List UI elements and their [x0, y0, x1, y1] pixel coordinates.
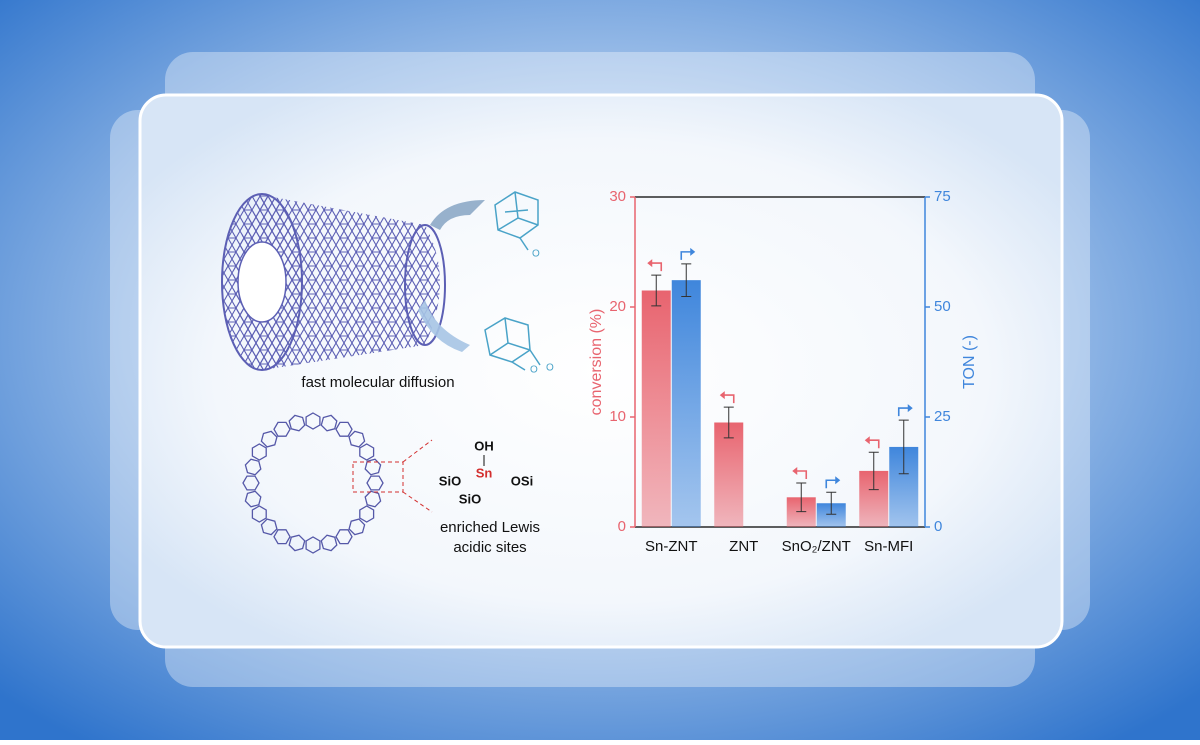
- axis-hint-arrow: [897, 407, 910, 417]
- ring-cell: [364, 490, 382, 508]
- y-tick-label: 0: [618, 518, 626, 535]
- axis-hint-arrowhead: [690, 247, 696, 256]
- ring-caption: enriched Lewis: [440, 519, 540, 536]
- axis-hint-arrowhead: [835, 476, 841, 485]
- y2-tick-label: 0: [934, 518, 942, 535]
- axis-hint-arrow: [795, 470, 808, 479]
- ring-cell: [273, 529, 291, 545]
- error-bar: [796, 482, 807, 513]
- ring-cell: [244, 458, 262, 476]
- error-bar: [723, 406, 734, 439]
- y-tick-label: 10: [609, 408, 626, 425]
- ring-cell: [273, 421, 291, 437]
- ring-cell: [335, 529, 353, 545]
- y2-axis-label: TON (-): [961, 335, 978, 389]
- ring-cell: [260, 430, 278, 448]
- axis-hint-arrowhead: [792, 467, 798, 475]
- ring-cell: [251, 443, 267, 461]
- site-atom: SiO: [439, 473, 461, 488]
- y2-tick-label: 25: [934, 408, 951, 425]
- chart: 0 10 20 30 0 25 50 75 conversion (%) TON (-) Sn-ZN…: [588, 188, 978, 555]
- site-atom: SiO: [459, 491, 481, 506]
- x-tick-label: Sn-ZNT: [645, 538, 698, 555]
- axis-hint-arrowhead: [864, 436, 870, 445]
- axis-hint-arrow: [825, 479, 838, 489]
- y-axis-label: conversion (%): [588, 309, 605, 416]
- bar: [816, 503, 846, 527]
- tube-caption: fast molecular diffusion: [301, 374, 454, 391]
- ring-cell: [320, 534, 338, 552]
- y2-tick-label: 75: [934, 188, 951, 205]
- ring-cell: [260, 518, 278, 536]
- ring-cell: [305, 412, 321, 430]
- error-bar: [826, 491, 837, 515]
- ring-cell: [359, 443, 375, 461]
- atom-label: O: [530, 365, 538, 376]
- y-tick-label: 20: [609, 298, 626, 315]
- ring-cell: [244, 490, 262, 508]
- axis-hint-arrow: [650, 262, 663, 272]
- site-atom: OSi: [511, 473, 533, 488]
- nanotube: [221, 193, 485, 371]
- ring-cell: [288, 534, 306, 552]
- highlight-box: [352, 461, 404, 493]
- ring-cell: [305, 536, 321, 554]
- x-tick-label: SnO₂/ZNT: [782, 538, 851, 555]
- ring-cell: [366, 475, 384, 491]
- atom-label: O: [532, 249, 540, 260]
- ring-cell: [359, 505, 375, 523]
- ring-cell: [348, 430, 366, 448]
- axis-hint-arrow: [867, 439, 880, 449]
- site-atom: OH: [474, 438, 494, 453]
- axis-hint-arrowhead: [907, 404, 913, 413]
- zoom-lines: [402, 439, 433, 513]
- site-structure: OH Sn SiO OSi SiO: [439, 438, 533, 506]
- zeolite-ring: [242, 412, 384, 554]
- bar: [641, 290, 671, 527]
- error-bar: [651, 274, 662, 307]
- axis-hint-arrowhead: [647, 259, 653, 268]
- error-bar: [681, 263, 692, 297]
- ring-cell: [364, 458, 382, 476]
- ring-cell: [320, 414, 338, 432]
- ring-cell: [348, 518, 366, 536]
- ring-caption: acidic sites: [453, 539, 526, 556]
- site-atom: Sn: [476, 465, 493, 480]
- atom-label: O: [546, 363, 554, 374]
- y-tick-label: 30: [609, 188, 626, 205]
- axis-hint-arrow: [722, 394, 735, 404]
- x-tick-label: Sn-MFI: [864, 538, 913, 555]
- ring-cell: [288, 414, 306, 432]
- ring-cell: [242, 475, 260, 491]
- error-bar: [898, 419, 909, 475]
- bar: [714, 422, 744, 527]
- ring-cell: [251, 505, 267, 523]
- molecules: [484, 191, 541, 371]
- axis-hint-arrowhead: [719, 391, 725, 400]
- ring-cell: [335, 421, 353, 437]
- error-bar: [868, 451, 879, 491]
- bar: [671, 280, 701, 527]
- axis-hint-arrow: [680, 251, 693, 260]
- y2-tick-label: 50: [934, 298, 951, 315]
- x-tick-label: ZNT: [729, 538, 758, 555]
